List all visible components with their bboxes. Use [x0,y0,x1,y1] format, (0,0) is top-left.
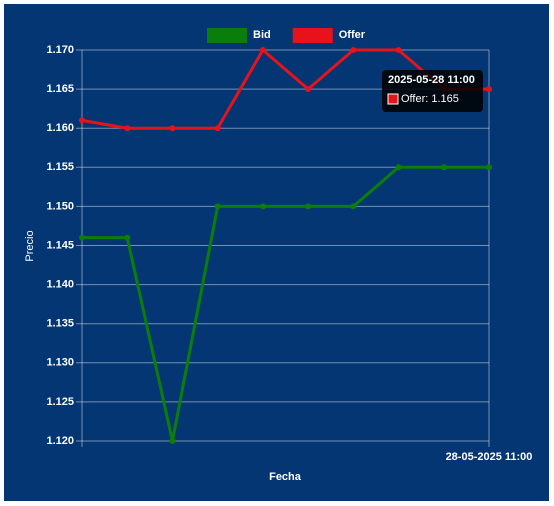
point [124,234,131,241]
point [169,125,176,132]
y-tick-label: 1.170 [46,44,74,56]
point [169,438,176,444]
point [350,203,357,210]
x-tick-label: 28-05-2025 11:00 [446,451,533,463]
point [395,47,402,53]
point [214,203,221,210]
point [486,86,492,93]
point [79,117,85,124]
point [305,86,312,93]
x-axis-title: Fecha [269,471,302,483]
legend-swatch [292,28,333,43]
point [214,125,221,132]
point [486,164,492,171]
tooltip-box [382,70,483,112]
y-tick-label: 1.120 [46,435,74,447]
tooltip-label: Offer: 1.165 [401,93,459,105]
legend-label: Offer [339,29,366,41]
y-tick-label: 1.165 [46,83,74,95]
point [259,203,266,210]
y-tick-label: 1.130 [46,357,74,369]
y-tick-label: 1.145 [46,239,74,251]
y-tick-label: 1.135 [46,318,74,330]
series-line [81,48,489,130]
tooltip-swatch [387,93,399,105]
legend-swatch [207,28,247,43]
legend-label: Bid [253,29,271,41]
y-axis-title: Precio [24,230,36,261]
y-tick-label: 1.140 [46,279,74,291]
tooltip-title: 2025-05-28 11:00 [388,74,475,86]
point [350,47,357,53]
point [440,164,447,171]
point [395,164,402,171]
tooltip: 2025-05-28 11:00 Offer: 1.165 [382,70,483,112]
point [124,125,131,132]
y-tick-label: 1.150 [46,200,74,212]
y-tick-label: 1.155 [46,161,74,173]
y-tick-label: 1.125 [46,396,74,408]
series-line [82,165,489,443]
point [305,203,312,210]
point [259,47,266,53]
y-tick-label: 1.160 [46,122,74,134]
point [79,234,85,241]
